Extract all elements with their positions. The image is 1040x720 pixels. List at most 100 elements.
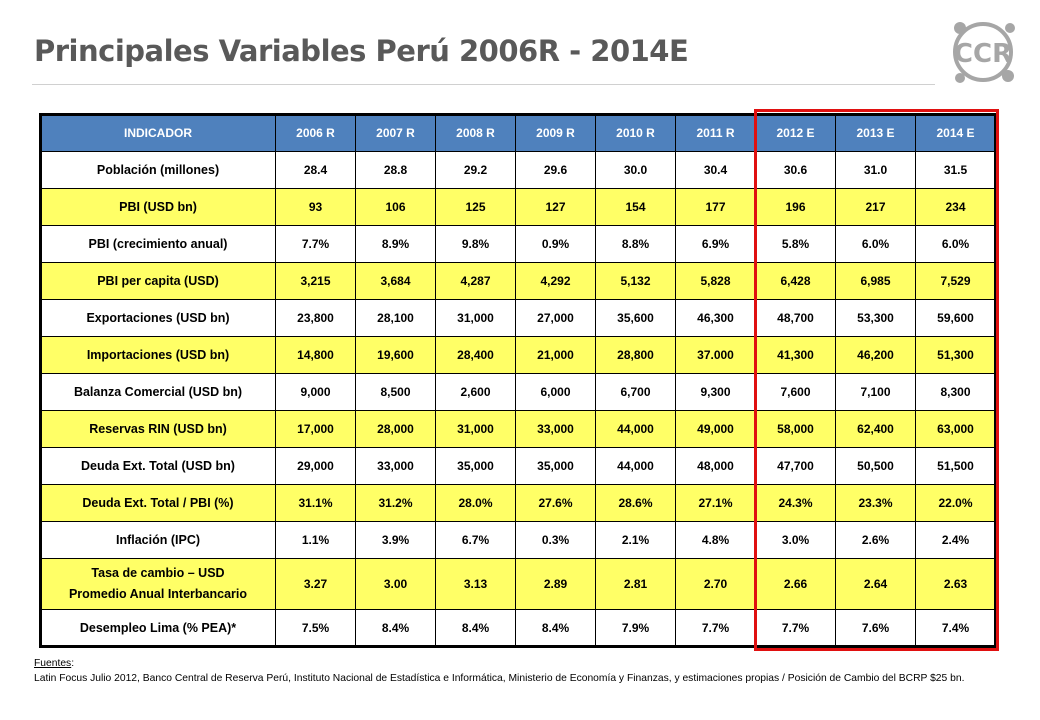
header-year: 2013 E: [835, 114, 916, 152]
value-cell: 234: [915, 188, 996, 226]
value-cell: 35,600: [595, 299, 676, 337]
value-cell: 5,828: [675, 262, 756, 300]
table-row: Balanza Comercial (USD bn) 9,000 8,500 2,60…: [40, 373, 996, 411]
value-cell: 2,600: [435, 373, 516, 411]
value-cell: 29.2: [435, 151, 516, 189]
value-cell: 23.3%: [835, 484, 916, 522]
value-cell: 6,985: [835, 262, 916, 300]
table-row: Importaciones (USD bn) 14,800 19,600 28,400…: [40, 336, 996, 374]
value-cell: 196: [755, 188, 836, 226]
value-cell: 8.9%: [355, 225, 436, 263]
value-cell: 7,100: [835, 373, 916, 411]
value-cell: 46,200: [835, 336, 916, 374]
value-cell: 6,000: [515, 373, 596, 411]
value-cell: 93: [275, 188, 356, 226]
value-cell: 2.6%: [835, 521, 916, 559]
value-cell: 6.0%: [915, 225, 996, 263]
value-cell: 7.4%: [915, 609, 996, 647]
value-cell: 8.4%: [515, 609, 596, 647]
value-cell: 2.64: [835, 558, 916, 610]
value-cell: 4,287: [435, 262, 516, 300]
indicator-label: Reservas RIN (USD bn): [40, 410, 276, 448]
value-cell: 41,300: [755, 336, 836, 374]
value-cell: 62,400: [835, 410, 916, 448]
indicator-label-line: Promedio Anual Interbancario: [68, 587, 248, 601]
value-cell: 14,800: [275, 336, 356, 374]
header-year: 2009 R: [515, 114, 596, 152]
value-cell: 7.7%: [275, 225, 356, 263]
value-cell: 6.0%: [835, 225, 916, 263]
value-cell: 2.63: [915, 558, 996, 610]
table-row: Tasa de cambio – USD Promedio Anual Inter…: [40, 558, 996, 610]
value-cell: 24.3%: [755, 484, 836, 522]
header-indicator: INDICADOR: [40, 114, 276, 152]
table-row: Desempleo Lima (% PEA)* 7.5% 8.4% 8.4% 8.4% 7…: [40, 609, 996, 647]
header-year: 2006 R: [275, 114, 356, 152]
value-cell: 58,000: [755, 410, 836, 448]
value-cell: 3.9%: [355, 521, 436, 559]
value-cell: 9,000: [275, 373, 356, 411]
value-cell: 28.4: [275, 151, 356, 189]
value-cell: 0.9%: [515, 225, 596, 263]
value-cell: 8,500: [355, 373, 436, 411]
indicator-label-line: Desempleo Lima (% PEA)*: [79, 621, 237, 635]
value-cell: 28,000: [355, 410, 436, 448]
indicator-label-line: PBI per capita (USD): [97, 274, 219, 288]
value-cell: 31.5: [915, 151, 996, 189]
indicator-label-line: PBI (USD bn): [119, 200, 197, 214]
value-cell: 2.89: [515, 558, 596, 610]
sources-label: Fuentes: [34, 658, 72, 669]
title-divider: [32, 84, 935, 85]
page-title: Principales Variables Perú 2006R - 2014E: [34, 34, 689, 68]
value-cell: 5.8%: [755, 225, 836, 263]
header-year: 2007 R: [355, 114, 436, 152]
header-year: 2008 R: [435, 114, 516, 152]
indicator-label: PBI (USD bn): [40, 188, 276, 226]
value-cell: 31.1%: [275, 484, 356, 522]
table-row: Deuda Ext. Total / PBI (%) 31.1% 31.2% 28.0…: [40, 484, 996, 522]
header-year: 2011 R: [675, 114, 756, 152]
value-cell: 21,000: [515, 336, 596, 374]
value-cell: 177: [675, 188, 756, 226]
value-cell: 4.8%: [675, 521, 756, 559]
value-cell: 28,100: [355, 299, 436, 337]
value-cell: 3,215: [275, 262, 356, 300]
value-cell: 6.9%: [675, 225, 756, 263]
value-cell: 7.6%: [835, 609, 916, 647]
value-cell: 63,000: [915, 410, 996, 448]
value-cell: 9.8%: [435, 225, 516, 263]
value-cell: 3.27: [275, 558, 356, 610]
value-cell: 35,000: [515, 447, 596, 485]
value-cell: 59,600: [915, 299, 996, 337]
value-cell: 7,529: [915, 262, 996, 300]
value-cell: 217: [835, 188, 916, 226]
value-cell: 27.6%: [515, 484, 596, 522]
indicator-label: Deuda Ext. Total (USD bn): [40, 447, 276, 485]
indicator-label-line: Inflación (IPC): [115, 533, 201, 547]
value-cell: 31.0: [835, 151, 916, 189]
value-cell: 19,600: [355, 336, 436, 374]
value-cell: 28,400: [435, 336, 516, 374]
table-row: Inflación (IPC) 1.1% 3.9% 6.7% 0.3% 2.1% 4.8% 3…: [40, 521, 996, 559]
value-cell: 22.0%: [915, 484, 996, 522]
value-cell: 3.00: [355, 558, 436, 610]
value-cell: 4,292: [515, 262, 596, 300]
value-cell: 44,000: [595, 447, 676, 485]
value-cell: 2.1%: [595, 521, 676, 559]
indicator-label-line: Reservas RIN (USD bn): [89, 422, 227, 436]
value-cell: 154: [595, 188, 676, 226]
value-cell: 30.6: [755, 151, 836, 189]
value-cell: 7.7%: [675, 609, 756, 647]
value-cell: 48,700: [755, 299, 836, 337]
indicator-label-line: Población (millones): [96, 163, 220, 177]
ccr-logo: CCR: [953, 22, 1015, 83]
value-cell: 7.5%: [275, 609, 356, 647]
value-cell: 8.4%: [355, 609, 436, 647]
value-cell: 6,428: [755, 262, 836, 300]
value-cell: 5,132: [595, 262, 676, 300]
indicator-label-line: Exportaciones (USD bn): [86, 311, 230, 325]
sources-note: Fuentes: Latin Focus Julio 2012, Banco C…: [34, 656, 1014, 686]
logo-text: CCR: [954, 39, 1012, 69]
header-year: 2010 R: [595, 114, 676, 152]
value-cell: 46,300: [675, 299, 756, 337]
